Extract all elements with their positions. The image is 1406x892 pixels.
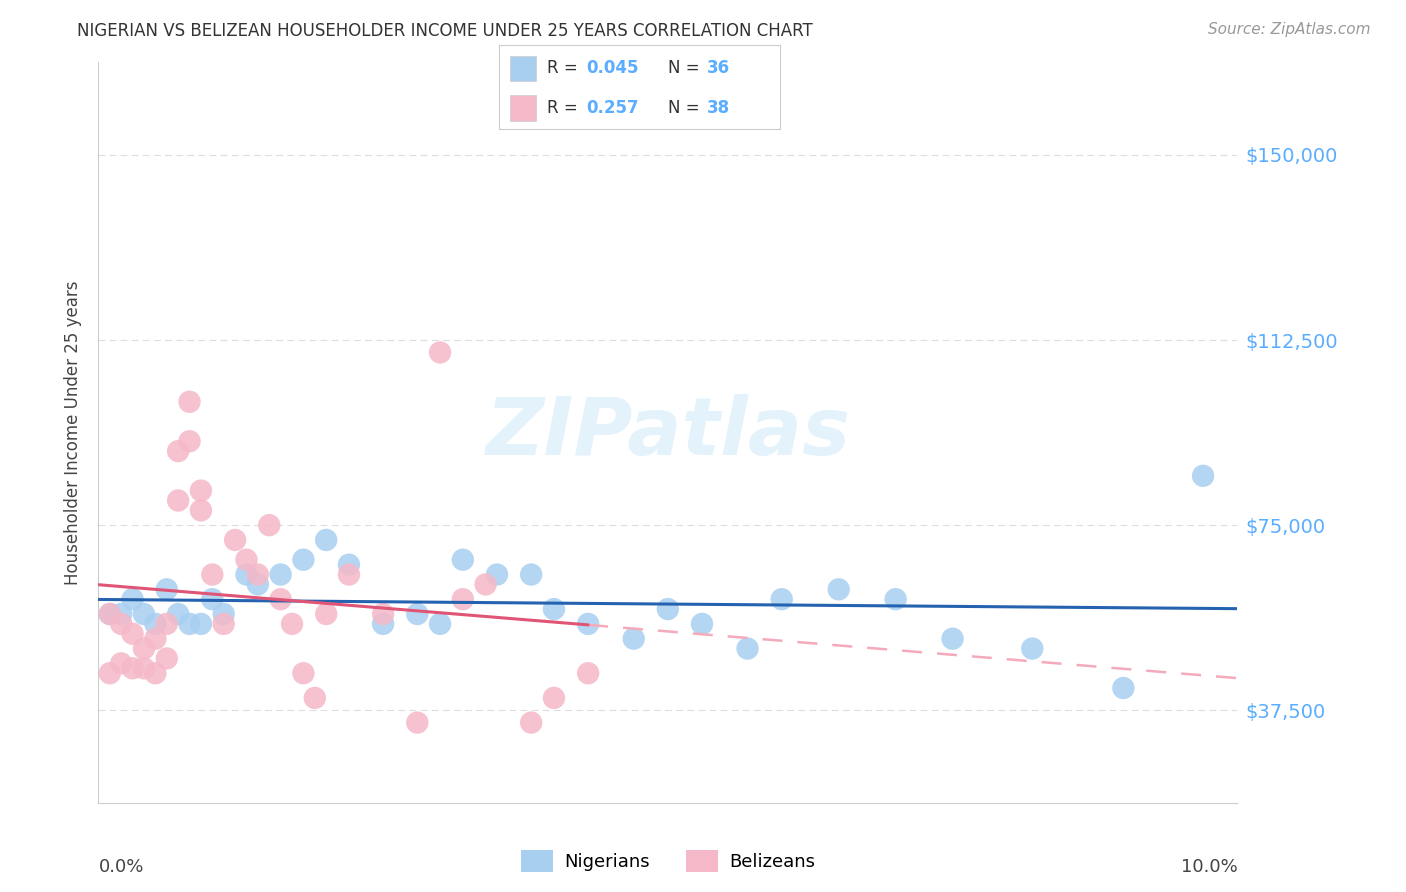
Point [179, 394, 201, 409]
Text: 0.257: 0.257 [586, 99, 638, 117]
Point [190, 616, 212, 631]
Point [270, 567, 292, 582]
Point [292, 666, 315, 681]
Text: 36: 36 [707, 60, 730, 78]
Point [543, 602, 565, 616]
Point [235, 552, 257, 566]
Point [98, 607, 121, 621]
Point [156, 616, 179, 631]
Text: NIGERIAN VS BELIZEAN HOUSEHOLDER INCOME UNDER 25 YEARS CORRELATION CHART: NIGERIAN VS BELIZEAN HOUSEHOLDER INCOME … [77, 22, 813, 40]
Point [486, 567, 509, 582]
Point [451, 592, 474, 607]
Text: N =: N = [668, 60, 704, 78]
Point [246, 577, 269, 591]
Point [1112, 681, 1135, 695]
Text: Source: ZipAtlas.com: Source: ZipAtlas.com [1208, 22, 1371, 37]
Point [520, 567, 543, 582]
Point [224, 533, 246, 547]
Point [235, 567, 257, 582]
Legend: Nigerians, Belizeans: Nigerians, Belizeans [513, 842, 823, 879]
Point [201, 567, 224, 582]
Point [132, 641, 155, 656]
Point [110, 607, 132, 621]
Point [179, 434, 201, 449]
Point [657, 602, 679, 616]
Point [98, 607, 121, 621]
Point [737, 641, 759, 656]
Point [451, 552, 474, 566]
Text: 38: 38 [707, 99, 730, 117]
Point [259, 518, 281, 533]
Point [623, 632, 645, 646]
Point [145, 632, 167, 646]
Point [201, 592, 224, 607]
Point [121, 626, 143, 640]
Point [576, 616, 599, 631]
FancyBboxPatch shape [510, 55, 536, 81]
Point [429, 345, 451, 359]
Point [156, 582, 179, 597]
Point [156, 651, 179, 665]
Text: 0.045: 0.045 [586, 60, 638, 78]
Point [315, 533, 337, 547]
Point [281, 616, 304, 631]
Point [179, 616, 201, 631]
Point [942, 632, 965, 646]
Point [576, 666, 599, 681]
Text: N =: N = [668, 99, 704, 117]
Text: 10.0%: 10.0% [1181, 858, 1237, 876]
Point [212, 616, 235, 631]
Point [292, 552, 315, 566]
Point [828, 582, 851, 597]
Text: R =: R = [547, 99, 583, 117]
Point [98, 666, 121, 681]
Point [190, 503, 212, 517]
Point [406, 607, 429, 621]
Text: R =: R = [547, 60, 583, 78]
Point [373, 616, 395, 631]
Point [167, 607, 190, 621]
Point [167, 493, 190, 508]
Y-axis label: Householder Income Under 25 years: Householder Income Under 25 years [65, 280, 83, 585]
Point [121, 661, 143, 675]
Point [1021, 641, 1043, 656]
Point [270, 592, 292, 607]
Point [406, 715, 429, 730]
Point [520, 715, 543, 730]
Point [337, 567, 360, 582]
Point [337, 558, 360, 572]
Point [770, 592, 793, 607]
Point [543, 690, 565, 705]
Point [474, 577, 496, 591]
Text: 0.0%: 0.0% [98, 858, 143, 876]
Point [212, 607, 235, 621]
Point [110, 657, 132, 671]
Point [110, 616, 132, 631]
Point [1192, 468, 1215, 483]
Point [884, 592, 907, 607]
Point [132, 661, 155, 675]
Point [373, 607, 395, 621]
Point [304, 690, 326, 705]
Point [315, 607, 337, 621]
Point [246, 567, 269, 582]
Point [190, 483, 212, 498]
FancyBboxPatch shape [510, 95, 536, 120]
Point [145, 616, 167, 631]
Text: ZIPatlas: ZIPatlas [485, 393, 851, 472]
Point [145, 666, 167, 681]
Point [121, 592, 143, 607]
Point [429, 616, 451, 631]
Point [690, 616, 713, 631]
Point [167, 444, 190, 458]
Point [132, 607, 155, 621]
